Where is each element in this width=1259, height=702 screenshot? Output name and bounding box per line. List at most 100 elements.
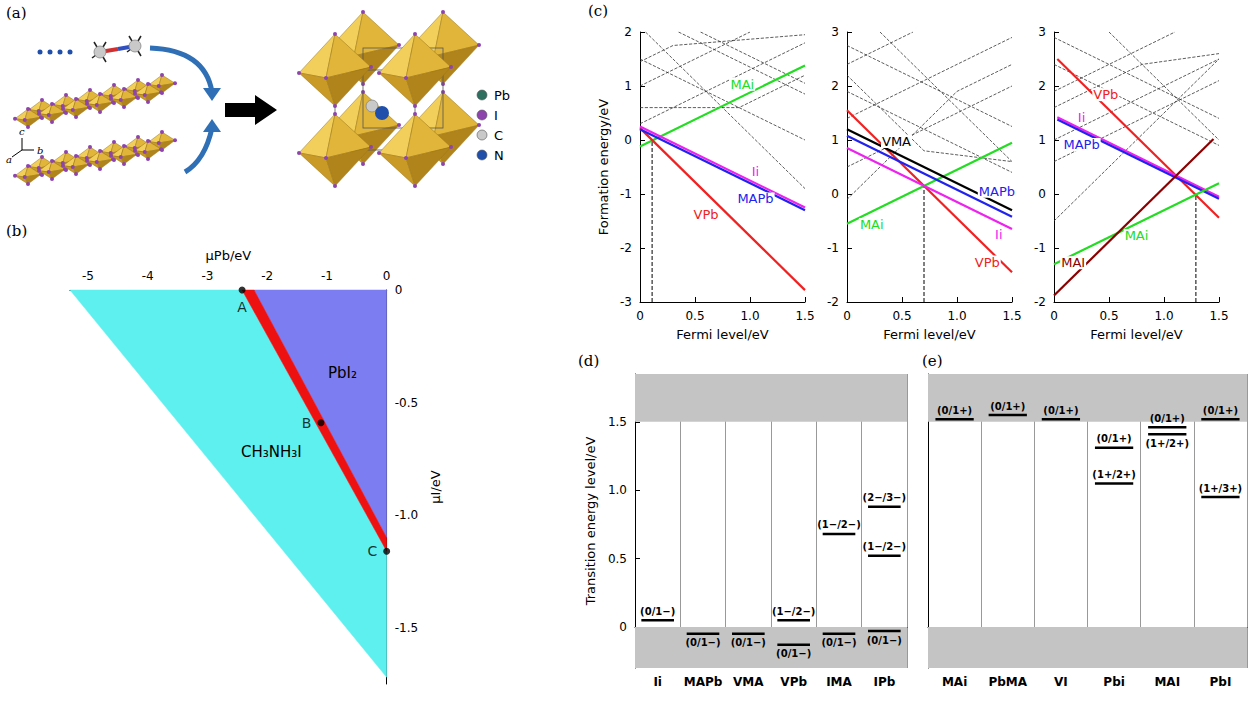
svg-text:-3: -3 — [620, 295, 632, 309]
svg-text:(0/1+): (0/1+) — [1097, 433, 1132, 444]
svg-text:1.0: 1.0 — [740, 309, 759, 323]
svg-text:-5: -5 — [82, 269, 94, 283]
svg-text:(2−/3−): (2−/3−) — [863, 492, 906, 503]
svg-text:-2: -2 — [827, 295, 839, 309]
svg-text:MAi: MAi — [942, 675, 967, 689]
svg-text:Fermi level/eV: Fermi level/eV — [1090, 327, 1183, 342]
svg-text:VPb: VPb — [1093, 87, 1118, 102]
svg-text:0: 0 — [1050, 309, 1058, 323]
svg-text:(0/1−): (0/1−) — [640, 606, 675, 617]
svg-text:0.5: 0.5 — [608, 552, 627, 566]
svg-text:PbMA: PbMA — [988, 675, 1027, 689]
svg-text:(0/1−): (0/1−) — [685, 637, 720, 648]
svg-text:VPb: VPb — [694, 207, 719, 222]
svg-text:-2: -2 — [261, 269, 273, 283]
svg-text:1.0: 1.0 — [1154, 309, 1173, 323]
svg-text:(0/1+): (0/1+) — [1043, 405, 1078, 416]
svg-text:MAI: MAI — [1154, 675, 1180, 689]
svg-text:-0.5: -0.5 — [395, 396, 418, 410]
svg-text:(0/1−): (0/1−) — [821, 637, 856, 648]
svg-text:MAPb: MAPb — [684, 675, 723, 689]
svg-text:C: C — [367, 543, 377, 559]
svg-text:1.5: 1.5 — [1209, 309, 1228, 323]
svg-text:-2: -2 — [620, 241, 632, 255]
svg-text:VPb: VPb — [780, 675, 807, 689]
svg-text:0: 0 — [1038, 187, 1046, 201]
svg-text:Fermi level/eV: Fermi level/eV — [883, 327, 976, 342]
svg-text:1.0: 1.0 — [947, 309, 966, 323]
svg-text:(1−/2−): (1−/2−) — [772, 606, 815, 617]
svg-text:-2: -2 — [1034, 295, 1046, 309]
svg-text:(0/1+): (0/1+) — [990, 401, 1025, 412]
svg-text:b: b — [37, 145, 43, 156]
svg-text:μI/eV: μI/eV — [428, 470, 443, 503]
svg-text:C: C — [494, 128, 503, 143]
svg-text:MAPb: MAPb — [737, 191, 773, 206]
svg-text:1: 1 — [831, 133, 839, 147]
svg-text:0: 0 — [619, 620, 627, 634]
svg-text:(1+/2+): (1+/2+) — [1146, 438, 1189, 449]
svg-text:(1−/2−): (1−/2−) — [863, 541, 906, 552]
svg-text:MAPb: MAPb — [979, 184, 1015, 199]
svg-text:0.5: 0.5 — [685, 309, 704, 323]
svg-text:0.5: 0.5 — [892, 309, 911, 323]
svg-text:VI: VI — [1054, 675, 1068, 689]
svg-text:MAI: MAI — [1061, 255, 1085, 270]
svg-text:1: 1 — [1038, 133, 1046, 147]
svg-text:PbI: PbI — [1209, 675, 1231, 689]
svg-text:Transition energy level/eV: Transition energy level/eV — [583, 437, 598, 607]
svg-text:0.5: 0.5 — [1099, 309, 1118, 323]
svg-text:1.0: 1.0 — [608, 483, 627, 497]
svg-text:(1+/3+): (1+/3+) — [1199, 483, 1242, 494]
svg-text:(0/1+): (0/1+) — [1150, 413, 1185, 424]
svg-text:-1: -1 — [827, 241, 839, 255]
svg-text:MAPb: MAPb — [1063, 137, 1099, 152]
svg-text:(0/1+): (0/1+) — [1203, 405, 1238, 416]
svg-text:2: 2 — [624, 25, 632, 39]
svg-text:B: B — [302, 415, 312, 431]
svg-text:3: 3 — [1038, 25, 1046, 39]
svg-text:IMA: IMA — [826, 675, 852, 689]
svg-text:(0/1−): (0/1−) — [776, 648, 811, 659]
svg-text:-1: -1 — [620, 187, 632, 201]
svg-text:1.5: 1.5 — [608, 415, 627, 429]
svg-text:0: 0 — [383, 269, 391, 283]
svg-text:Formation energy/eV: Formation energy/eV — [596, 99, 611, 235]
svg-text:-1.0: -1.0 — [395, 508, 418, 522]
svg-text:-1.5: -1.5 — [395, 621, 418, 635]
svg-text:Pbi: Pbi — [1103, 675, 1125, 689]
svg-text:0: 0 — [636, 309, 644, 323]
svg-text:-4: -4 — [142, 269, 154, 283]
svg-text:Fermi level/eV: Fermi level/eV — [676, 327, 769, 342]
svg-text:Pb: Pb — [494, 88, 510, 103]
svg-text:Ii: Ii — [995, 227, 1002, 242]
svg-text:0: 0 — [843, 309, 851, 323]
svg-text:Ii: Ii — [1078, 110, 1085, 125]
svg-text:CH₃NH₃I: CH₃NH₃I — [241, 443, 302, 461]
svg-text:A: A — [237, 299, 247, 315]
svg-text:1.5: 1.5 — [795, 309, 814, 323]
svg-text:I: I — [494, 108, 498, 123]
svg-text:-1: -1 — [1034, 241, 1046, 255]
svg-text:(0/1−): (0/1−) — [731, 637, 766, 648]
svg-text:MAi: MAi — [1125, 228, 1149, 243]
svg-text:1: 1 — [624, 79, 632, 93]
svg-text:(0/1−): (0/1−) — [867, 635, 902, 646]
svg-text:N: N — [494, 148, 504, 163]
svg-text:MAi: MAi — [860, 217, 884, 232]
svg-text:2: 2 — [1038, 79, 1046, 93]
svg-text:(0/1+): (0/1+) — [937, 405, 972, 416]
svg-text:(1+/2+): (1+/2+) — [1092, 469, 1135, 480]
svg-text:1.5: 1.5 — [1002, 309, 1021, 323]
svg-text:c: c — [19, 126, 25, 137]
svg-text:μPb/eV: μPb/eV — [206, 248, 252, 263]
svg-text:VMA: VMA — [882, 134, 911, 149]
svg-text:(1−/2−): (1−/2−) — [817, 519, 860, 530]
svg-text:0: 0 — [831, 187, 839, 201]
svg-text:2: 2 — [831, 79, 839, 93]
svg-text:3: 3 — [831, 25, 839, 39]
svg-text:0: 0 — [395, 283, 403, 297]
svg-text:a: a — [6, 154, 12, 165]
svg-text:VMA: VMA — [733, 675, 764, 689]
svg-text:Ii: Ii — [653, 675, 662, 689]
